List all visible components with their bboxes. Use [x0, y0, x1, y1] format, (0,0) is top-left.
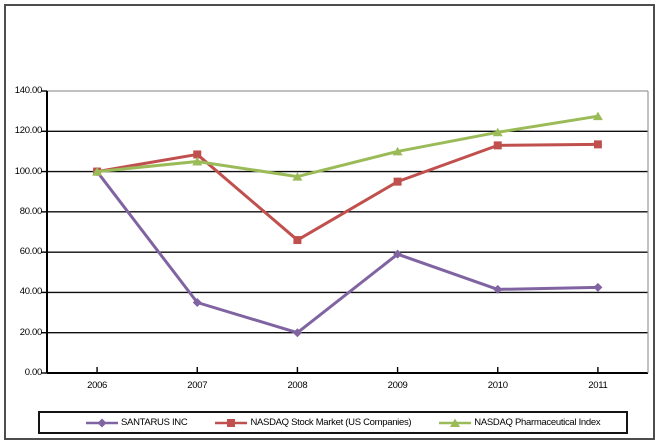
diamond-legend-marker-icon	[86, 418, 118, 427]
figure-border	[4, 4, 655, 440]
square-marker	[227, 418, 236, 427]
y-tick-label: 0.00	[24, 367, 43, 378]
series-line	[95, 142, 600, 242]
square-marker	[593, 140, 602, 149]
legend-label: SANTARUS INC	[121, 417, 188, 428]
triangle-marker	[592, 111, 603, 121]
square-legend-marker-icon	[215, 418, 248, 427]
diamond-marker	[593, 282, 603, 292]
square-marker	[393, 177, 402, 186]
y-tick-label: 80.00	[19, 205, 43, 217]
y-tick-label: 40.00	[19, 286, 43, 298]
triangle-legend-marker-icon	[439, 418, 472, 427]
square-marker	[493, 141, 502, 150]
x-tick-label: 2010	[487, 380, 508, 391]
triangle-marker	[92, 167, 103, 176]
diamond-marker	[97, 418, 107, 427]
x-tick-label: 2011	[588, 380, 608, 391]
diamond-marker	[393, 249, 403, 259]
series-line	[95, 114, 600, 179]
x-tick-label: 2009	[387, 380, 408, 391]
triangle-marker	[450, 418, 461, 427]
legend-label: NASDAQ Pharmaceutical Index	[474, 417, 601, 428]
square-marker	[193, 150, 202, 159]
chart-legend: SANTARUS INC NASDAQ Stock Market (US Comp…	[38, 411, 628, 434]
legend-label: NASDAQ Stock Market (US Companies)	[250, 417, 412, 428]
legend-item: SANTARUS INC	[85, 417, 188, 428]
y-tick-label: 120.00	[14, 125, 43, 137]
triangle-marker	[392, 146, 403, 156]
square-marker	[293, 236, 302, 245]
diamond-marker	[292, 328, 302, 338]
legend-item: NASDAQ Stock Market (US Companies)	[214, 417, 412, 428]
series-line	[95, 170, 600, 335]
x-tick-label: 2008	[287, 380, 308, 391]
x-tick-label: 2006	[87, 380, 108, 391]
triangle-marker	[192, 157, 203, 166]
triangle-marker	[492, 127, 503, 137]
x-tick-label: 2007	[187, 380, 208, 391]
diamond-marker	[493, 284, 503, 294]
y-tick-label: 100.00	[14, 165, 43, 177]
y-tick-label: 20.00	[19, 326, 43, 338]
y-tick-label: 140.00	[14, 85, 43, 96]
legend-item: NASDAQ Pharmaceutical Index	[438, 417, 601, 428]
triangle-marker	[292, 172, 303, 181]
diamond-marker	[192, 298, 202, 307]
y-tick-label: 60.00	[19, 246, 43, 258]
